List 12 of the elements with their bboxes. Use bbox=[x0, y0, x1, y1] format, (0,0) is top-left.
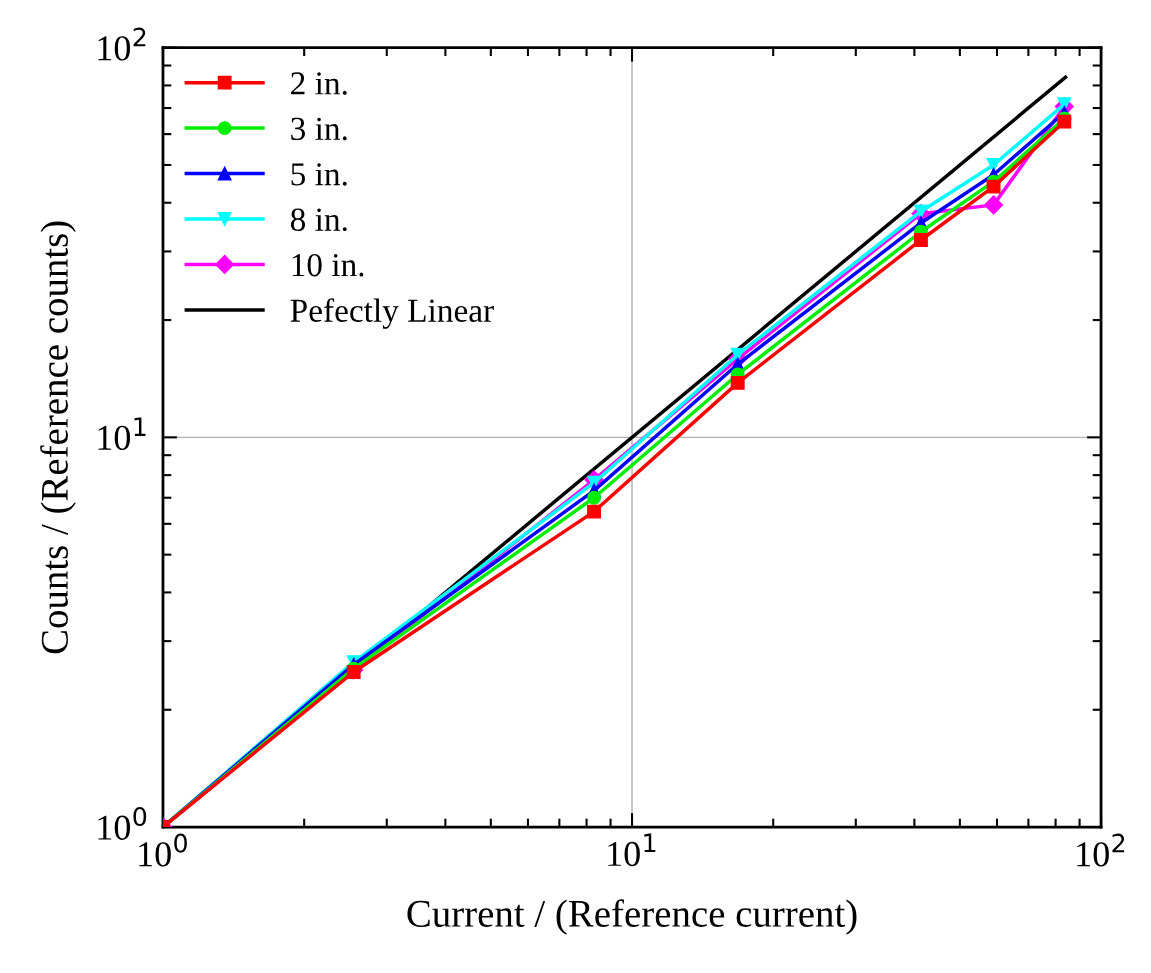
legend-label: Pefectly Linear bbox=[290, 298, 494, 329]
y-tick-label: 10$^{2}$ bbox=[98, 27, 146, 61]
legend-label: 5 in. bbox=[291, 163, 347, 186]
legend-label: 8 in. bbox=[290, 208, 347, 232]
legend-label: 10 in. bbox=[292, 253, 364, 277]
x-tick-label: 10$^{1}$ bbox=[608, 833, 656, 867]
x-axis-title: Current / (Reference current) bbox=[407, 899, 857, 935]
y-axis-title: Counts / (Reference counts) bbox=[40, 221, 76, 654]
y-tick-label: 10$^{1}$ bbox=[98, 417, 146, 451]
legend-label: 3 in. bbox=[291, 117, 347, 141]
legend-label: 2 in. bbox=[291, 72, 347, 95]
x-tick-label: 10$^{2}$ bbox=[1077, 833, 1125, 867]
